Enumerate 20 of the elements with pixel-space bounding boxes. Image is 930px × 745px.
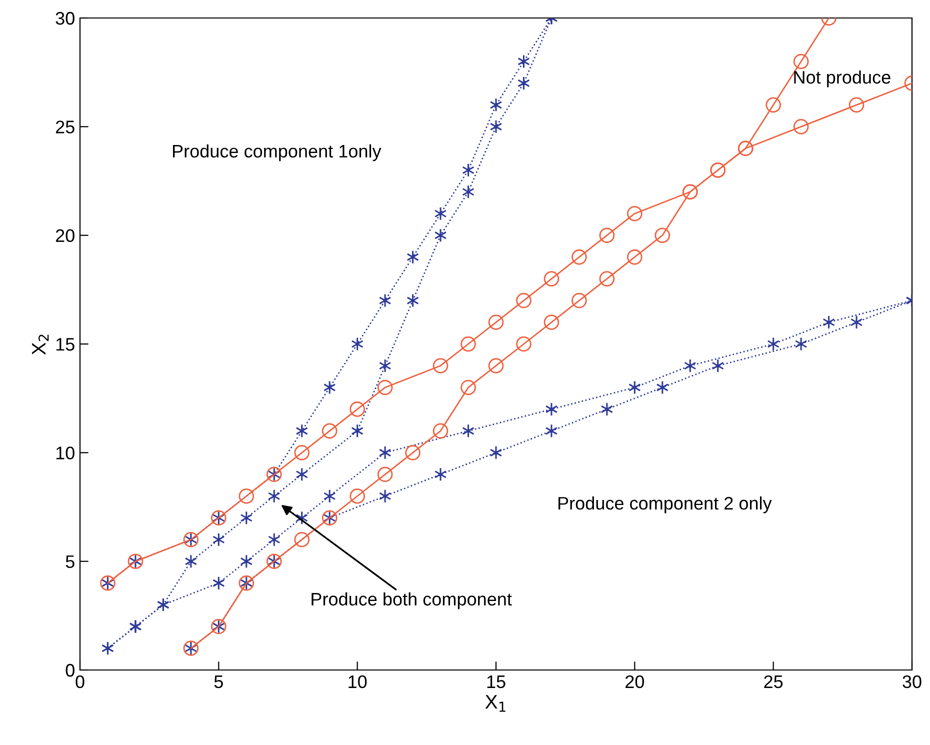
x-tick-label: 25 [764, 675, 783, 688]
y-tick-label: 0 [66, 664, 74, 677]
y-tick-label: 25 [56, 120, 74, 134]
y-tick-label: 5 [66, 555, 74, 568]
y-tick-label: 20 [56, 229, 74, 242]
x-axis-title: X$_{1}$ [485, 695, 506, 712]
annotation: Not produce [794, 70, 890, 88]
y-tick-label: 10 [56, 446, 74, 460]
y-tick-label: 30 [56, 12, 74, 25]
x-tick-label: 10 [348, 675, 367, 688]
annotation: Produce component 1only [173, 144, 382, 162]
annotation: Produce component 2 only [558, 496, 772, 514]
x-tick-label: 15 [487, 676, 506, 688]
x-tick-label: 0 [76, 675, 84, 688]
x-tick-label: 20 [626, 675, 644, 688]
x-tick-label: 30 [902, 675, 922, 688]
y-axis-title: X$_{2}$ [32, 334, 49, 355]
y-tick-label: 15 [56, 338, 74, 351]
x-tick-label: 5 [214, 676, 223, 688]
annotation: Produce both component [312, 592, 512, 610]
